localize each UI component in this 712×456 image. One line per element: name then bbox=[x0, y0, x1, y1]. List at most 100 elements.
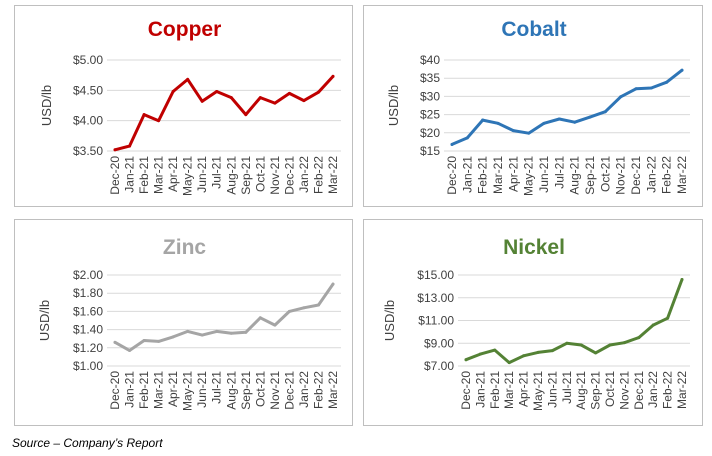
zinc-data-point bbox=[157, 339, 161, 343]
zinc-data-point bbox=[287, 309, 291, 313]
copper-x-tick-label: Mar-22 bbox=[326, 156, 340, 194]
cobalt-x-tick-label: Jan-21 bbox=[460, 156, 474, 193]
copper-x-tick-label: Feb-22 bbox=[311, 156, 325, 194]
cobalt-price-line bbox=[450, 68, 684, 146]
nickel-x-tick-label: Jan-21 bbox=[473, 371, 487, 408]
copper-x-tick-label: Oct-21 bbox=[253, 156, 267, 192]
zinc-x-tick-label: Feb-21 bbox=[137, 371, 151, 409]
cobalt-y-tick-label: $25 bbox=[420, 108, 440, 122]
cobalt-x-tick-label: Dec-21 bbox=[629, 156, 643, 195]
copper-x-tick-label: Jan-22 bbox=[297, 156, 311, 193]
nickel-x-tick-label: Sep-21 bbox=[589, 371, 603, 410]
cobalt-y-tick-label: $15 bbox=[420, 144, 440, 158]
nickel-x-tick-label: Mar-21 bbox=[502, 371, 516, 409]
source-note: Source – Company’s Report bbox=[12, 436, 163, 450]
nickel-data-point bbox=[478, 352, 482, 356]
cobalt-chart-title: Cobalt bbox=[501, 18, 566, 41]
nickel-data-point bbox=[565, 341, 569, 345]
cobalt-data-point bbox=[665, 80, 669, 84]
copper-data-point bbox=[157, 119, 161, 123]
copper-data-point bbox=[142, 113, 146, 117]
cobalt-y-tick-label: $40 bbox=[420, 53, 440, 67]
nickel-data-point bbox=[464, 358, 468, 362]
nickel-x-tick-label: Oct-21 bbox=[603, 371, 617, 407]
zinc-data-point bbox=[316, 303, 320, 307]
zinc-x-tick-label: May-21 bbox=[181, 371, 195, 411]
cobalt-x-tick-label: Jan-22 bbox=[644, 156, 658, 193]
copper-x-tick-label: Apr-21 bbox=[166, 156, 180, 192]
zinc-data-point bbox=[229, 331, 233, 335]
zinc-y-axis-label: USD/lb bbox=[37, 300, 52, 341]
zinc-data-point bbox=[302, 306, 306, 310]
cobalt-x-tick-label: Jul-21 bbox=[552, 156, 566, 189]
copper-y-tick-label: $3.50 bbox=[73, 144, 103, 158]
zinc-x-tick-label: Oct-21 bbox=[253, 371, 267, 407]
cobalt-data-point bbox=[680, 68, 684, 72]
nickel-x-tick-label: May-21 bbox=[531, 371, 545, 411]
zinc-x-tick-label: Dec-21 bbox=[282, 371, 296, 410]
copper-x-tick-label: Dec-20 bbox=[108, 156, 122, 195]
copper-x-tick-label: Nov-21 bbox=[268, 156, 282, 195]
zinc-y-tick-label: $1.40 bbox=[73, 323, 103, 337]
nickel-data-point bbox=[507, 361, 511, 365]
copper-data-point bbox=[273, 101, 277, 105]
zinc-chart: Zinc USD/lb $1.00 $1.20 $1.40 $1.60 $1.80 $2.00… bbox=[37, 236, 341, 411]
copper-data-point bbox=[128, 144, 132, 148]
nickel-data-point bbox=[622, 341, 626, 345]
zinc-x-tick-label: Jun-21 bbox=[195, 371, 209, 408]
cobalt-x-tick-label: Oct-21 bbox=[598, 156, 612, 192]
copper-data-point bbox=[171, 90, 175, 94]
cobalt-data-point bbox=[542, 121, 546, 125]
zinc-x-tick-label: Feb-22 bbox=[311, 371, 325, 409]
copper-y-tick-label: $4.00 bbox=[73, 114, 103, 128]
cobalt-x-tick-label: Aug-21 bbox=[568, 156, 582, 195]
zinc-y-tick-label: $2.00 bbox=[73, 268, 103, 282]
copper-data-point bbox=[316, 90, 320, 94]
zinc-data-point bbox=[128, 349, 132, 353]
nickel-x-tick-label: Jul-21 bbox=[560, 371, 574, 404]
zinc-x-tick-label: Nov-21 bbox=[268, 371, 282, 410]
nickel-x-tick-label: Feb-22 bbox=[661, 371, 675, 409]
cobalt-data-point bbox=[603, 110, 607, 114]
cobalt-x-tick-label: Feb-22 bbox=[660, 156, 674, 194]
nickel-data-point bbox=[550, 349, 554, 353]
cobalt-data-point bbox=[527, 131, 531, 135]
nickel-x-tick-label: Dec-21 bbox=[632, 371, 646, 410]
copper-data-point bbox=[258, 96, 262, 100]
zinc-x-tick-label: Sep-21 bbox=[239, 371, 253, 410]
zinc-data-point bbox=[142, 339, 146, 343]
copper-x-tick-label: Jul-21 bbox=[210, 156, 224, 189]
copper-data-point bbox=[229, 96, 233, 100]
zinc-data-point bbox=[244, 330, 248, 334]
cobalt-y-axis-label: USD/lb bbox=[386, 85, 401, 126]
nickel-data-point bbox=[666, 316, 670, 320]
zinc-data-point bbox=[171, 335, 175, 339]
nickel-chart-title: Nickel bbox=[503, 236, 565, 259]
nickel-data-point bbox=[493, 348, 497, 352]
zinc-x-tick-label: Jan-21 bbox=[123, 371, 137, 408]
nickel-x-tick-label: Aug-21 bbox=[574, 371, 588, 410]
copper-x-tick-label: Sep-21 bbox=[239, 156, 253, 195]
zinc-data-point bbox=[331, 282, 335, 286]
cobalt-data-point bbox=[588, 115, 592, 119]
cobalt-x-tick-label: Dec-20 bbox=[445, 156, 459, 195]
nickel-data-point bbox=[608, 343, 612, 347]
zinc-data-point bbox=[186, 329, 190, 333]
zinc-y-tick-label: $1.80 bbox=[73, 286, 103, 300]
nickel-data-point bbox=[522, 354, 526, 358]
cobalt-y-tick-label: $35 bbox=[420, 71, 440, 85]
zinc-chart-title: Zinc bbox=[163, 236, 206, 259]
nickel-x-tick-label: Mar-22 bbox=[675, 371, 689, 409]
cobalt-x-tick-label: May-21 bbox=[522, 156, 536, 196]
cobalt-chart-panel: Cobalt USD/lb $15 $20 $25 $30 $35 $40 Dec-20 Jan-… bbox=[363, 5, 703, 207]
nickel-y-axis-label: USD/lb bbox=[382, 300, 397, 341]
cobalt-x-tick-label: Nov-21 bbox=[614, 156, 628, 195]
copper-data-point bbox=[287, 91, 291, 95]
nickel-data-point bbox=[594, 351, 598, 355]
copper-data-point bbox=[215, 90, 219, 94]
copper-price-line bbox=[113, 74, 335, 152]
cobalt-x-tick-label: Sep-21 bbox=[583, 156, 597, 195]
nickel-data-point bbox=[651, 323, 655, 327]
